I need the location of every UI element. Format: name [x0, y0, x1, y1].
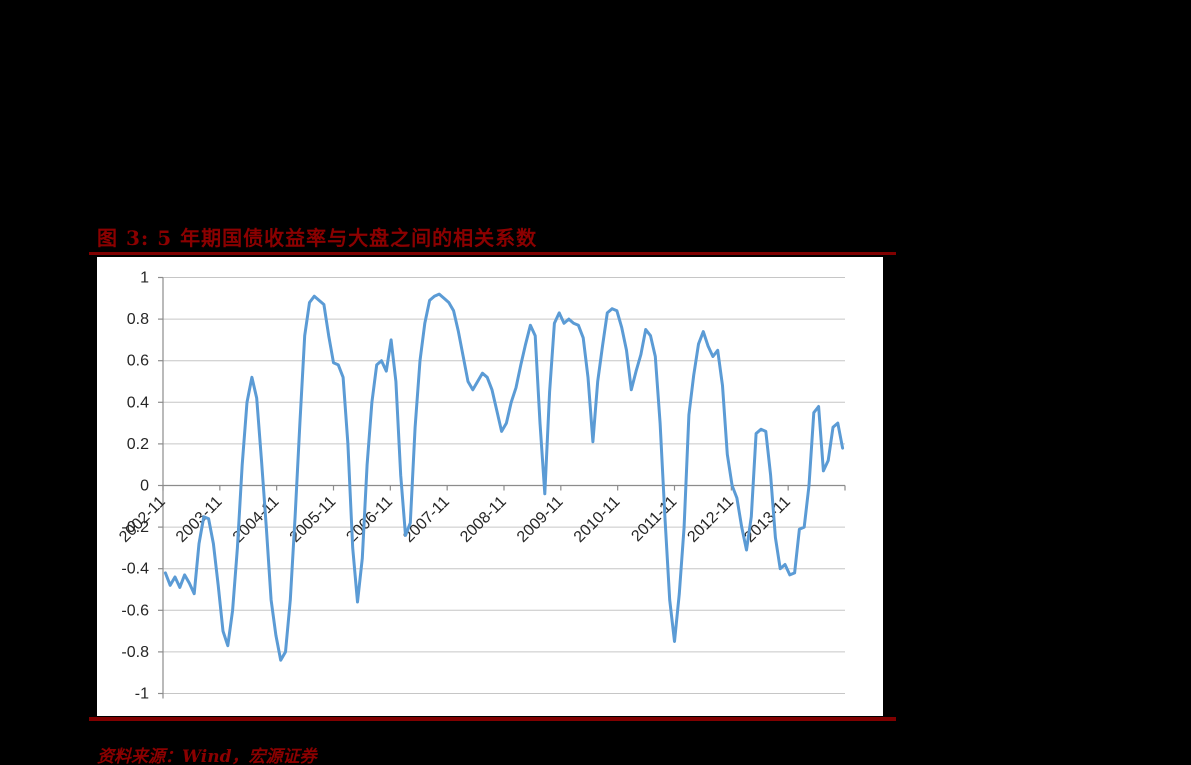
svg-text:-0.6: -0.6 — [121, 602, 149, 619]
svg-text:0.6: 0.6 — [127, 353, 149, 370]
svg-text:1: 1 — [140, 270, 149, 287]
svg-text:-0.4: -0.4 — [121, 561, 149, 578]
correlation-line-chart: 1 0.8 0.6 0.4 0.2 0 -0.2 -0.4 -0.6 -0.8 -1 2002-11 2… — [116, 270, 846, 703]
y-gridlines — [163, 277, 845, 694]
x-tick-labels: 2002-11 2003-11 2004-11 2005-11 2006-11 2007-… — [116, 493, 794, 546]
svg-text:2012-11: 2012-11 — [684, 493, 737, 546]
figure-source: 资料来源：Wind，宏源证券 — [97, 747, 317, 765]
title-divider-rule — [89, 252, 896, 255]
svg-text:0.8: 0.8 — [127, 311, 149, 328]
svg-text:2007-11: 2007-11 — [400, 493, 453, 546]
series-line — [163, 292, 845, 662]
svg-text:0: 0 — [140, 478, 149, 495]
svg-text:-1: -1 — [135, 686, 149, 703]
svg-text:2009-11: 2009-11 — [514, 493, 567, 546]
svg-text:-0.2: -0.2 — [121, 519, 149, 536]
axes — [158, 276, 846, 699]
y-tick-labels: 1 0.8 0.6 0.4 0.2 0 -0.2 -0.4 -0.6 -0.8 -1 — [121, 270, 149, 703]
svg-text:2011-11: 2011-11 — [628, 493, 680, 545]
svg-text:2010-11: 2010-11 — [571, 493, 624, 546]
source-divider-rule — [89, 717, 896, 721]
correlation-series — [163, 292, 845, 662]
svg-text:2008-11: 2008-11 — [457, 493, 510, 546]
figure-title: 图 3: 5 年期国债收益率与大盘之间的相关系数 — [97, 226, 538, 250]
svg-text:0.4: 0.4 — [127, 394, 149, 411]
svg-text:-0.8: -0.8 — [121, 644, 149, 661]
svg-text:0.2: 0.2 — [127, 436, 149, 453]
chart-canvas: 1 0.8 0.6 0.4 0.2 0 -0.2 -0.4 -0.6 -0.8 -1 2002-11 2… — [97, 257, 883, 716]
